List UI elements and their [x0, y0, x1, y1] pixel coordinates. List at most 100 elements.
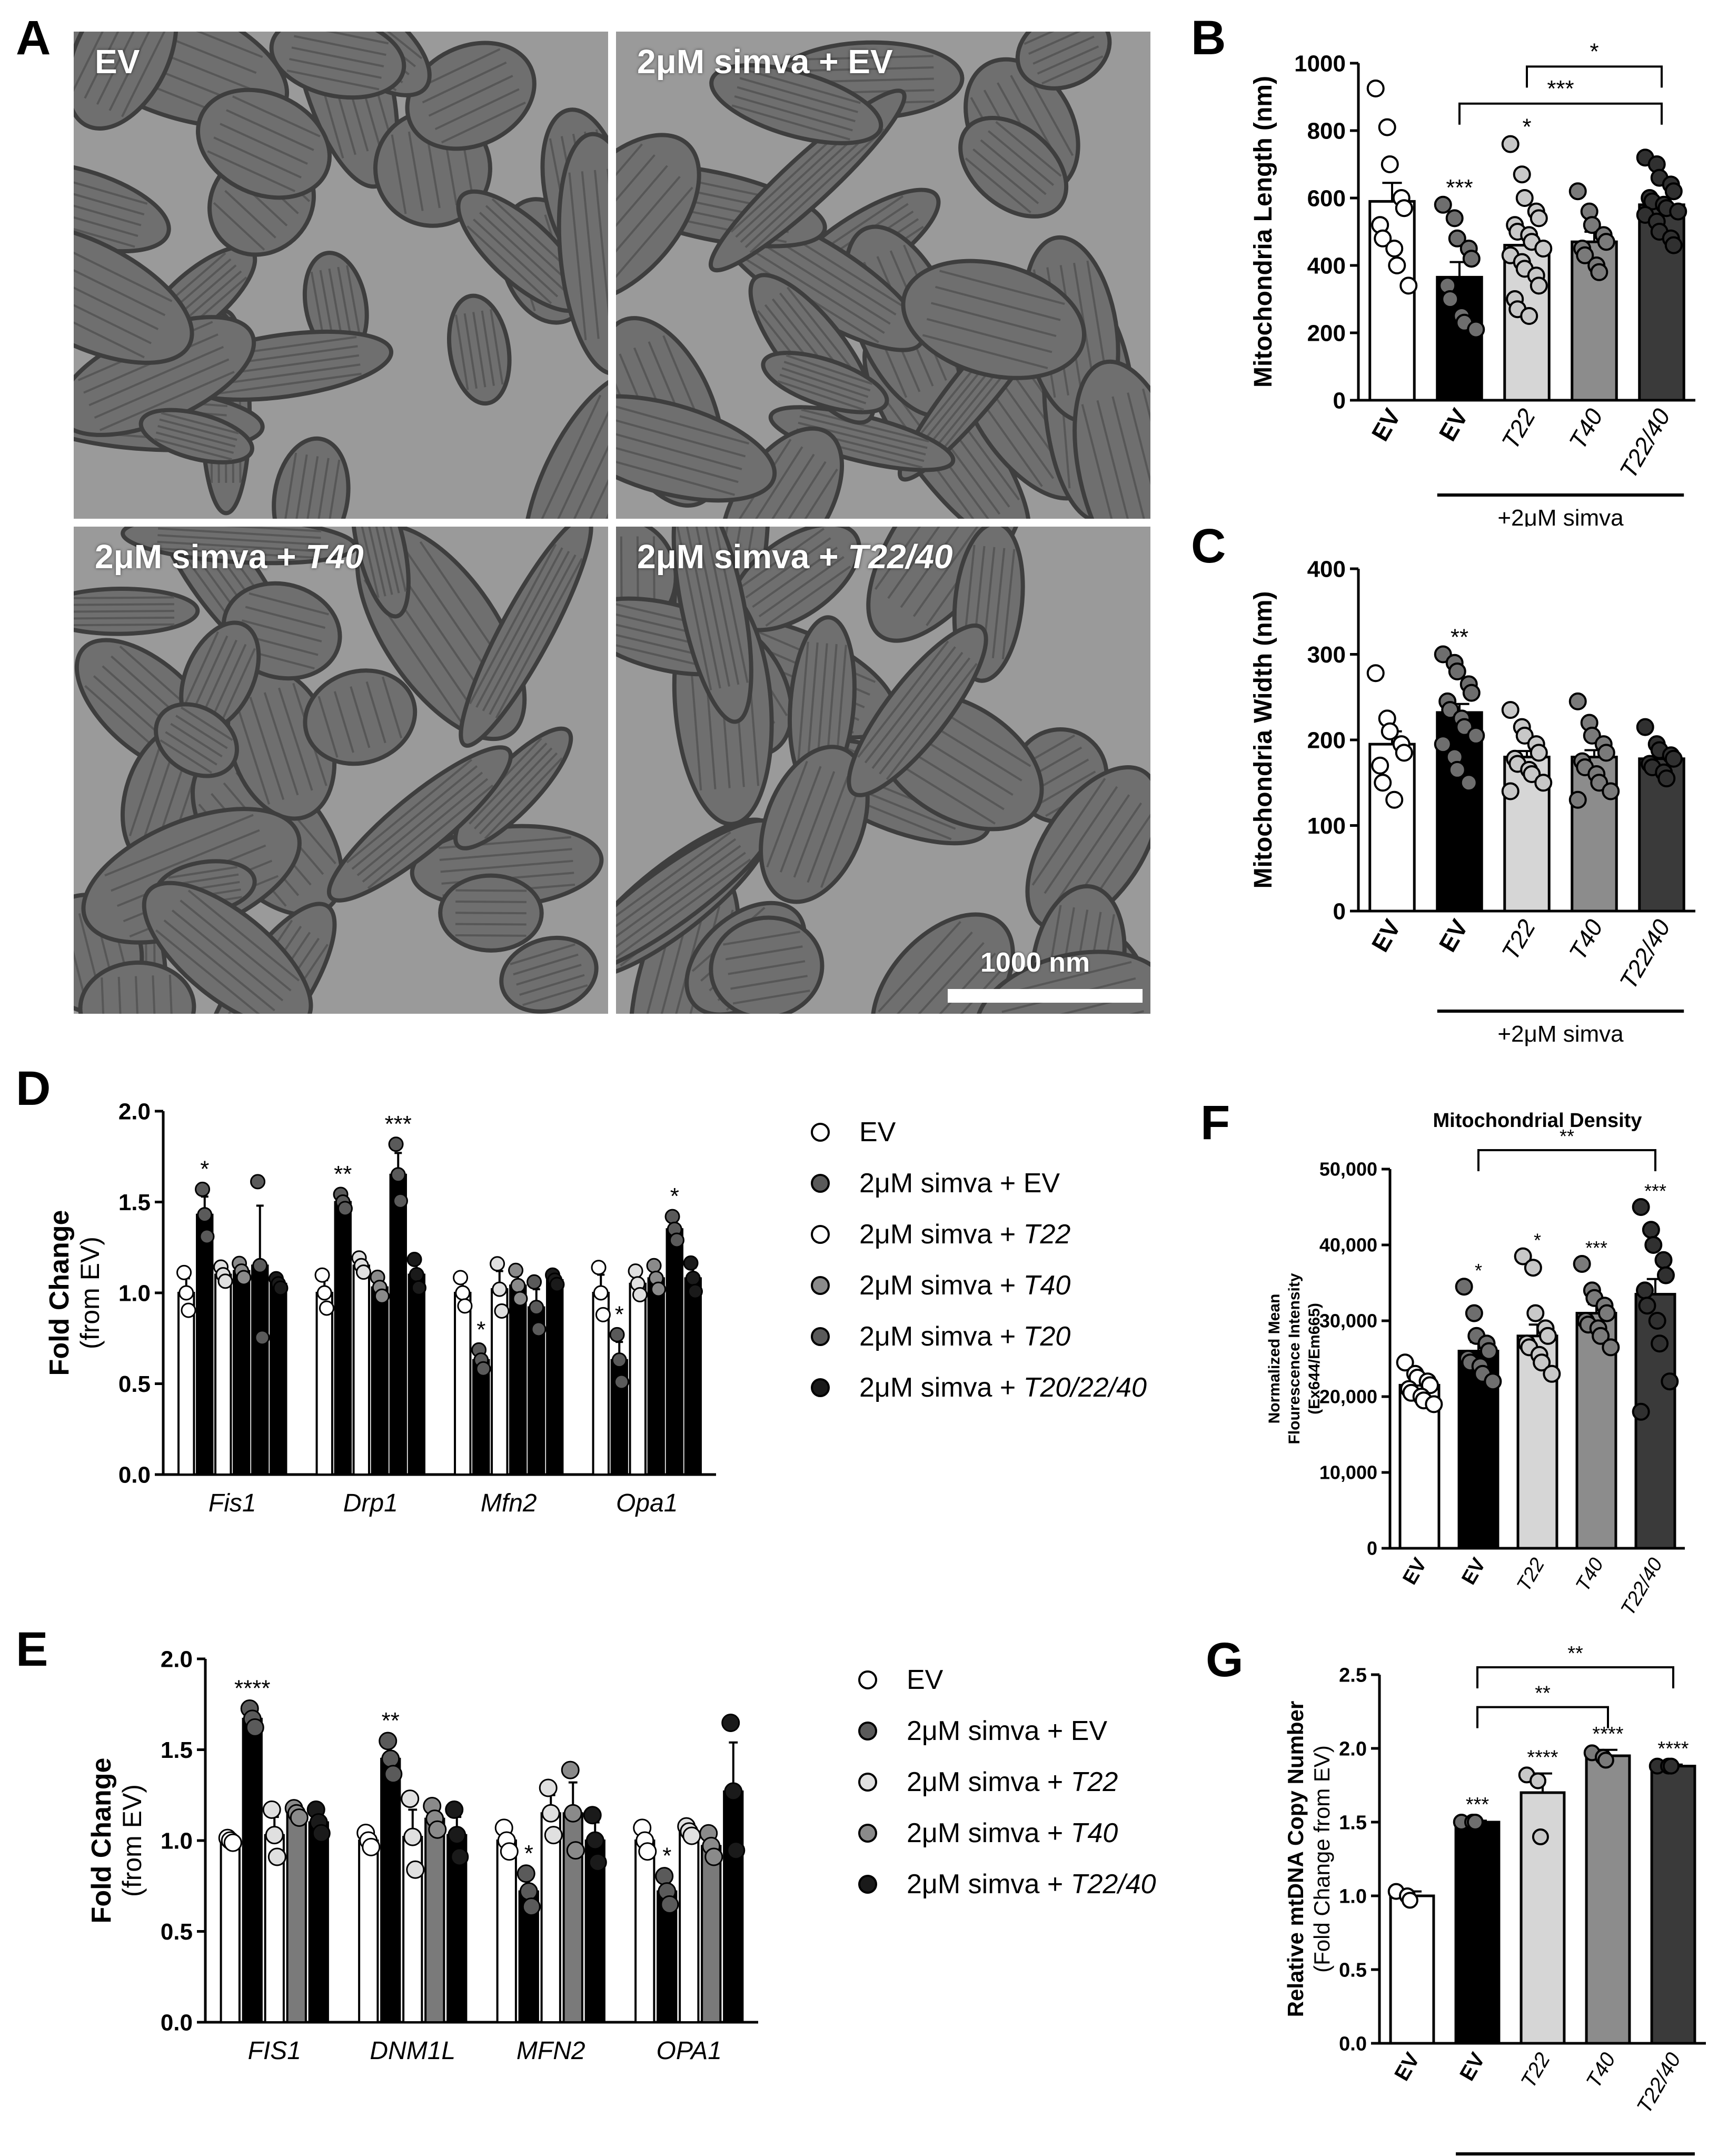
bar — [177, 1292, 195, 1476]
crista — [725, 945, 803, 961]
em-texture — [74, 527, 608, 1014]
crista — [1142, 388, 1150, 519]
crista — [991, 548, 1006, 658]
crista — [939, 270, 1065, 305]
legend-entry: 2μM simva + T40 — [811, 1270, 1070, 1301]
crista — [356, 772, 483, 876]
legend-marker — [811, 1225, 830, 1244]
significance-label: **** — [1657, 1738, 1689, 1760]
crista — [282, 452, 297, 519]
data-point — [609, 1327, 625, 1342]
crista — [170, 723, 223, 758]
crista — [740, 242, 885, 334]
em-label-part: 2μM simva + EV — [637, 43, 893, 81]
data-point — [638, 1842, 657, 1861]
legend-label: 2μM simva + EV — [859, 1168, 1060, 1199]
crista — [155, 431, 234, 454]
crista — [1111, 396, 1150, 519]
x-tick-label: EV — [1455, 2049, 1489, 2084]
crista — [351, 765, 478, 870]
x-tick-label: DNM1L — [370, 2037, 455, 2065]
crista — [441, 101, 526, 144]
legend-label-prefix: 2μM simva + — [859, 1270, 1024, 1301]
crista — [361, 527, 386, 597]
crista — [249, 697, 285, 800]
legend-marker — [858, 1773, 877, 1792]
bar — [546, 1279, 564, 1476]
crista — [616, 838, 737, 943]
em-image-4: 2μM simva + T22/40 — [616, 527, 1150, 1014]
legend-label: EV — [907, 1665, 944, 1695]
data-point — [428, 1820, 447, 1839]
bar — [286, 1812, 307, 2023]
x-tick-label: OPA1 — [657, 2037, 722, 2065]
crista — [694, 527, 731, 687]
crista — [935, 285, 1061, 321]
y-axis-label: Relative mtDNA Copy Number — [1283, 1701, 1308, 2017]
crista — [528, 394, 602, 519]
significance-label: *** — [385, 1111, 412, 1137]
data-point — [1425, 1395, 1443, 1413]
crista — [365, 681, 386, 744]
crista — [616, 143, 643, 250]
crista — [121, 32, 173, 117]
crista — [516, 964, 582, 986]
crista — [581, 171, 600, 339]
crista — [475, 547, 563, 708]
data-point — [1590, 263, 1608, 281]
legend-marker — [811, 1276, 830, 1295]
legend-label-construct: T40 — [1070, 1818, 1118, 1848]
data-point — [1602, 782, 1620, 800]
crista — [510, 943, 575, 965]
bar — [196, 1213, 214, 1476]
panel-letter-e: E — [16, 1623, 48, 1676]
crista — [760, 461, 827, 519]
crista — [972, 148, 1039, 204]
y-axis-label: Mitochondria Width (nm) — [1249, 591, 1277, 889]
bar — [679, 1830, 700, 2023]
y-tick-label: 20,000 — [1319, 1386, 1377, 1408]
data-point — [1467, 726, 1485, 745]
bracket-label: ** — [1535, 1683, 1551, 1705]
crista — [766, 760, 808, 868]
data-point — [563, 1804, 582, 1823]
legend-label-prefix: 2μM simva + — [907, 1818, 1071, 1848]
x-tick-label: T40 — [1572, 1555, 1608, 1596]
data-point — [593, 1285, 609, 1301]
data-point — [381, 1749, 400, 1768]
crista — [294, 35, 386, 56]
crista — [1081, 404, 1124, 519]
bar — [1650, 1765, 1696, 2045]
data-point — [1568, 790, 1587, 809]
data-point — [1632, 1402, 1650, 1421]
y-tick-label: 40,000 — [1319, 1234, 1377, 1256]
crista — [887, 527, 984, 599]
chart-mitochondrial-density: Mitochondrial Density 0 10,000 20,000 30,000… — [1266, 1110, 1685, 1619]
crista — [184, 631, 219, 705]
data-point — [1371, 756, 1389, 775]
data-point — [585, 1831, 604, 1850]
bar — [634, 1839, 656, 2023]
data-point — [492, 1281, 508, 1297]
data-point — [517, 1864, 535, 1883]
crista — [616, 413, 746, 458]
crista — [730, 975, 808, 990]
x-tick-label: EV — [1434, 404, 1474, 446]
crista — [325, 459, 341, 519]
legend-label: 2μM simva + T22 — [907, 1766, 1118, 1798]
bar — [315, 1292, 333, 1476]
crista — [74, 623, 175, 627]
y-tick-label: 1000 — [1294, 51, 1346, 76]
crista — [1127, 392, 1150, 519]
data-point — [1501, 782, 1520, 800]
y-tick-label: 0.0 — [1339, 2033, 1367, 2055]
significance-label: *** — [1644, 1180, 1666, 1202]
bar — [1585, 1754, 1631, 2045]
crista — [263, 692, 299, 796]
data-point — [1467, 320, 1485, 339]
panel-letter-g: G — [1206, 1633, 1244, 1687]
x-tick-label: T22 — [1516, 2049, 1555, 2092]
crista — [74, 284, 145, 359]
crista — [74, 603, 174, 606]
legend-entry: EV — [811, 1116, 896, 1148]
